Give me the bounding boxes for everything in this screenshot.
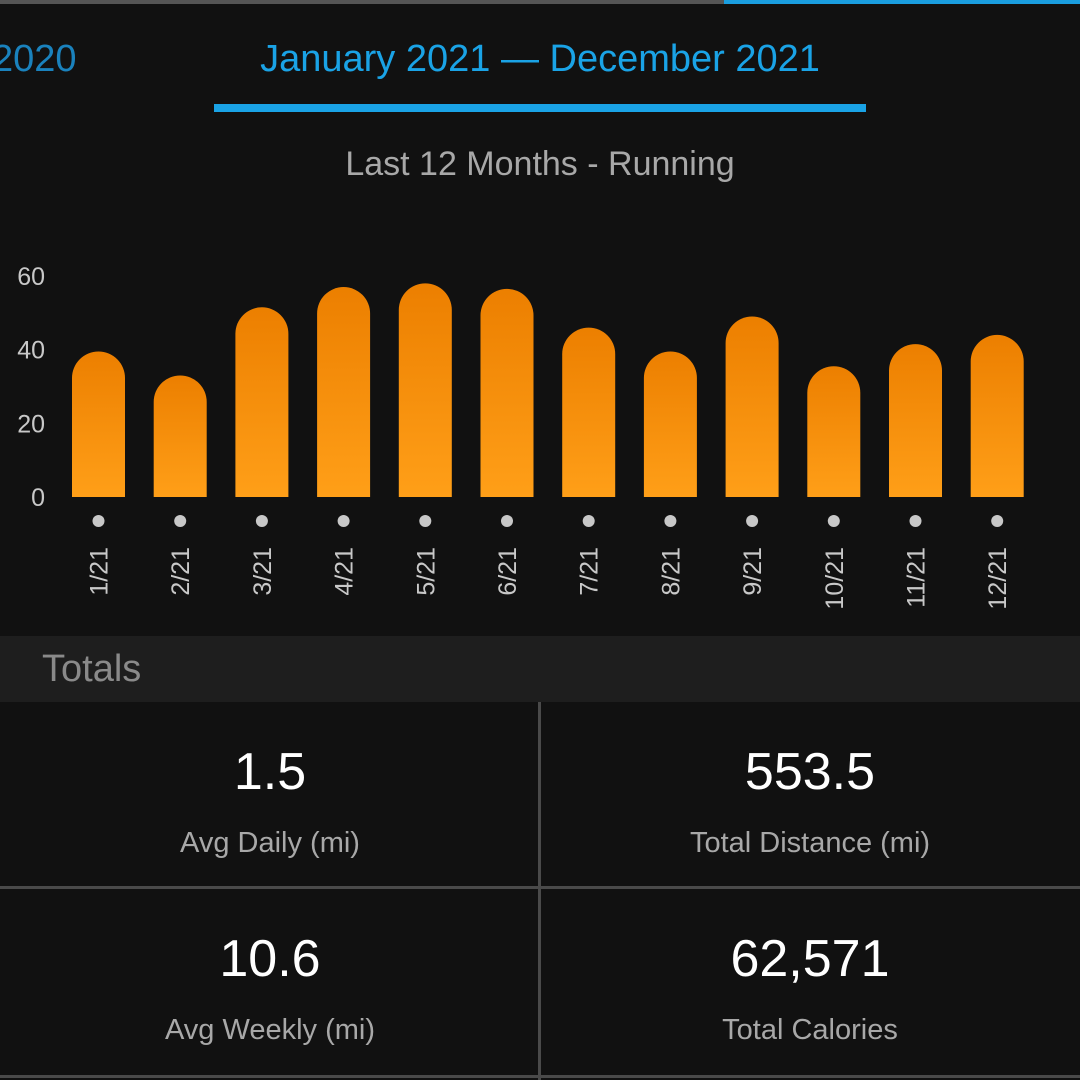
x-tick-dot: [501, 515, 513, 527]
stats-divider-vertical: [538, 702, 541, 1080]
x-tick-label: 12/21: [984, 547, 1012, 610]
stat-value: 1.5: [233, 743, 307, 801]
bar-6-21[interactable]: [480, 288, 534, 497]
bar-11-21[interactable]: [889, 344, 942, 497]
x-tick-label: 8/21: [657, 547, 685, 596]
x-tick-label: 10/21: [821, 547, 849, 610]
monthly-distance-chart: 0 20 40 60 1/21 2/21 3/21 4/21 5/21 6/21 7/21 8/21…: [17, 263, 1024, 610]
totals-heading: Totals: [42, 648, 142, 690]
bar-10-21[interactable]: [807, 366, 861, 497]
stat-label: Total Distance (mi): [689, 827, 931, 859]
x-tick-dot: [337, 515, 350, 527]
x-tick-dot: [664, 515, 677, 527]
bar-9-21[interactable]: [725, 316, 779, 497]
x-tick-dot: [255, 515, 268, 527]
x-tick-dot: [909, 515, 922, 527]
x-tick-label: 11/21: [903, 547, 931, 608]
x-tick-label: 2/21: [167, 547, 195, 596]
x-axis: 1/21 2/21 3/21 4/21 5/21 6/21 7/21 8/21 9/21 10/2…: [86, 515, 1012, 610]
bar-5-21[interactable]: [398, 283, 452, 497]
y-tick-label: 0: [31, 484, 45, 512]
stat-value: 62,571: [730, 930, 890, 988]
x-tick-dot: [419, 515, 432, 527]
x-tick-label: 4/21: [331, 547, 359, 596]
totals-section-header: [0, 636, 1080, 702]
x-tick-dot: [991, 515, 1004, 527]
x-tick-dot: [746, 515, 759, 527]
y-axis: 0 20 40 60: [17, 263, 45, 512]
bar-2-21[interactable]: [153, 375, 207, 497]
y-tick-label: 40: [17, 337, 45, 365]
page-indicator-fill: [724, 0, 1080, 4]
bar-1-21[interactable]: [72, 351, 125, 497]
page-indicator-track: [0, 0, 1080, 4]
active-tab-indicator: [214, 104, 866, 112]
stat-value: 553.5: [744, 743, 876, 801]
stat-label: Avg Daily (mi): [180, 827, 360, 859]
stat-value: 10.6: [219, 930, 321, 988]
bar-4-21[interactable]: [317, 287, 371, 497]
chart-title: Last 12 Months - Running: [345, 145, 735, 183]
bar-12-21[interactable]: [970, 334, 1024, 497]
stat-label: Avg Weekly (mi): [164, 1014, 376, 1046]
x-tick-dot: [827, 515, 840, 527]
x-tick-dot: [92, 515, 105, 527]
y-tick-label: 20: [17, 410, 45, 438]
bar-3-21[interactable]: [235, 307, 289, 497]
x-tick-label: 9/21: [739, 547, 767, 596]
x-tick-label: 5/21: [412, 547, 440, 596]
bar-7-21[interactable]: [562, 327, 616, 497]
stat-total-calories: 62,571 Total Calories: [540, 929, 1080, 1047]
bar-8-21[interactable]: [643, 351, 697, 497]
stats-divider-bottom: [0, 1075, 1080, 1078]
x-tick-label: 1/21: [86, 547, 114, 596]
x-tick-dot: [174, 515, 187, 527]
stat-avg-weekly: 10.6 Avg Weekly (mi): [0, 929, 540, 1047]
stat-label: Total Calories: [722, 1014, 898, 1046]
chart-bars: [72, 283, 1024, 497]
stat-avg-daily: 1.5 Avg Daily (mi): [0, 742, 540, 860]
x-tick-label: 6/21: [494, 547, 522, 596]
x-tick-dot: [582, 515, 595, 527]
y-tick-label: 60: [17, 263, 45, 291]
stat-total-distance: 553.5 Total Distance (mi): [540, 742, 1080, 860]
x-tick-label: 7/21: [576, 547, 604, 596]
stats-divider-horizontal: [0, 886, 1080, 889]
x-tick-label: 3/21: [249, 547, 277, 596]
tab-previous-period[interactable]: 2020: [0, 38, 77, 80]
tab-current-period[interactable]: January 2021 — December 2021: [260, 38, 820, 80]
